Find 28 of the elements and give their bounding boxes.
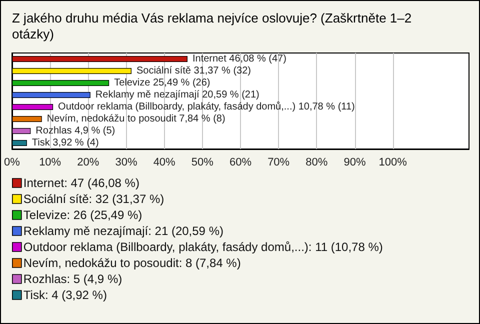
legend-label: Reklamy mě nezajímají: 21 (20,59 %) — [23, 224, 224, 238]
x-tick-label: 20% — [77, 156, 100, 168]
x-tick-label: 40% — [153, 156, 176, 168]
x-tick-label: 90% — [344, 156, 366, 168]
legend-label: Sociální sítě: 32 (31,37 %) — [23, 192, 164, 206]
data-label: Nevím, nedokážu to posoudit 7,84 % (8) — [46, 114, 226, 124]
data-label: Tisk 3,92 % (4) — [32, 138, 99, 148]
data-label: Televize 25,49 % (26) — [114, 78, 210, 88]
legend-label: Outdoor reklama (Billboardy, plakáty, fasády domů,...): 11 (10,78 %) — [23, 240, 383, 254]
data-label: Internet 46,08 % (47) — [192, 54, 286, 64]
data-label: Sociální sítě 31,37 % (32) — [136, 66, 251, 76]
x-tick-label: 60% — [229, 156, 252, 168]
x-tick-label: 30% — [115, 156, 138, 168]
x-tick-label: 0% — [4, 156, 20, 168]
x-tick-label: 80% — [306, 156, 328, 168]
legend-label: Rozhlas: 5 (4,9 %) — [23, 272, 122, 286]
chart-title: Z jakého druhu média Vás reklama nejvíce oslovuje? (Zaškrtněte 1–2 otázky) — [12, 10, 416, 42]
x-tick-label: 100% — [378, 156, 408, 168]
x-tick-label: 50% — [191, 156, 214, 168]
legend-label: Tisk: 4 (3,92 %) — [23, 288, 107, 302]
legend-label: Nevím, nedokážu to posoudit: 8 (7,84 %) — [23, 256, 241, 270]
data-label: Outdoor reklama (Billboardy, plakáty, fasády domů,...) 10,78 % (11) — [58, 100, 355, 112]
x-tick-label: 10% — [39, 156, 62, 168]
data-label: Reklamy mě nezajímají 20,59 % (21) — [95, 90, 260, 100]
legend-label: Internet: 47 (46,08 %) — [23, 176, 140, 190]
legend-label: Televize: 26 (25,49 %) — [23, 208, 142, 222]
x-tick-label: 70% — [268, 156, 290, 168]
data-label: Rozhlas 4,9 % (5) — [36, 126, 116, 136]
